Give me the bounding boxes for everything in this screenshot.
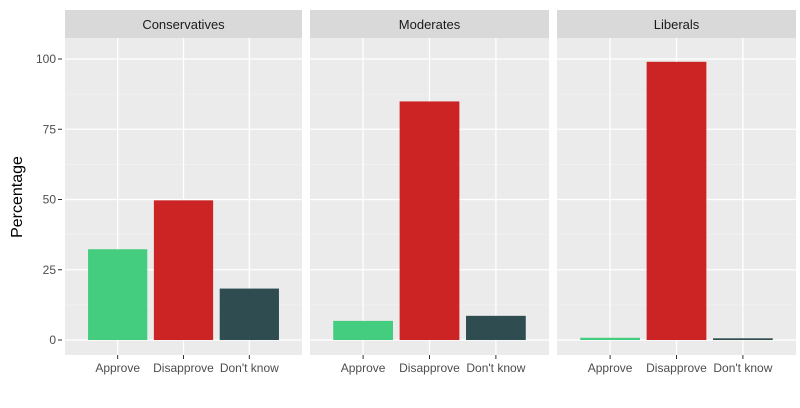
x-tick-label: Don't know	[220, 361, 279, 375]
y-tick-label: 100	[36, 52, 56, 66]
facet-title: Liberals	[654, 17, 700, 32]
y-axis-label: Percentage	[9, 156, 26, 238]
x-tick-label: Disapprove	[153, 361, 214, 375]
x-tick-label: Approve	[341, 361, 386, 375]
y-tick-label: 75	[43, 122, 57, 136]
facet-title: Conservatives	[142, 17, 225, 32]
x-tick-label: Approve	[95, 361, 140, 375]
bar-disapprove	[399, 101, 460, 340]
facet-title: Moderates	[399, 17, 461, 32]
bar-disapprove	[646, 61, 707, 341]
x-tick-label: Disapprove	[399, 361, 460, 375]
facet-strip	[557, 10, 796, 38]
bar-don-t-know	[713, 338, 773, 340]
y-tick-label: 50	[43, 193, 57, 207]
x-tick-label: Approve	[588, 361, 633, 375]
bar-approve	[88, 249, 148, 340]
bar-approve	[333, 320, 393, 340]
x-tick-label: Don't know	[713, 361, 772, 375]
bar-disapprove	[153, 200, 214, 340]
x-tick-label: Disapprove	[646, 361, 707, 375]
y-tick-label: 0	[49, 333, 56, 347]
y-tick-label: 25	[43, 263, 57, 277]
bar-don-t-know	[219, 288, 279, 340]
bar-don-t-know	[466, 315, 526, 340]
facet-strip	[65, 10, 302, 38]
facet-strip	[310, 10, 549, 38]
bar-approve	[580, 337, 640, 340]
x-tick-label: Don't know	[466, 361, 525, 375]
